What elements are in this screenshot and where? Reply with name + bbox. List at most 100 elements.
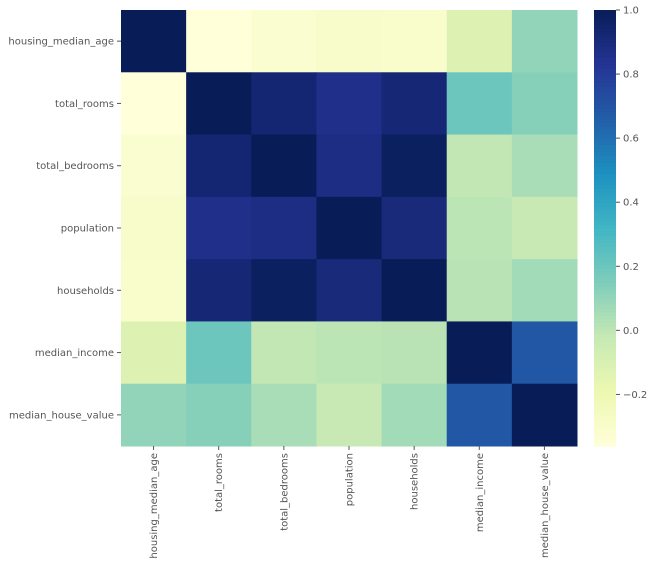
- colorbar-segment: [594, 13, 616, 18]
- colorbar-segment: [594, 46, 616, 51]
- heatmap-cell: [316, 321, 383, 385]
- colorbar-segment: [594, 304, 616, 309]
- colorbar-segment: [594, 235, 616, 240]
- colorbar-segment: [594, 148, 616, 153]
- colorbar-segment: [594, 409, 616, 414]
- heatmap-cell: [381, 383, 448, 447]
- colorbar-segment: [594, 413, 616, 418]
- colorbar-segment: [594, 293, 616, 298]
- heatmap-cell: [511, 72, 578, 136]
- colorbar-segment: [594, 307, 616, 313]
- colorbar-segment: [594, 275, 616, 280]
- colorbar-segment: [594, 442, 616, 447]
- colorbar-segment: [594, 177, 616, 182]
- colorbar-segment: [594, 166, 616, 171]
- colorbar-segment: [594, 129, 616, 135]
- heatmap-cell: [381, 196, 448, 260]
- colorbar-segment: [594, 24, 616, 29]
- x-tick-label: households: [410, 453, 421, 510]
- colorbar-segment: [594, 173, 616, 178]
- heatmap-cell: [186, 321, 252, 385]
- colorbar-segment: [594, 158, 616, 164]
- colorbar-segment: [594, 202, 616, 207]
- colorbar-segment: [594, 10, 616, 15]
- colorbar-segment: [594, 191, 616, 196]
- heatmap-cell: [251, 72, 317, 136]
- colorbar-segment: [594, 278, 616, 284]
- heatmap-cell: [121, 196, 187, 260]
- heatmap-cell: [316, 10, 383, 73]
- heatmap-cell: [446, 383, 513, 447]
- colorbar-segment: [594, 228, 616, 233]
- colorbar-segment: [594, 402, 616, 407]
- colorbar-segment: [594, 119, 616, 124]
- colorbar-segment: [594, 144, 616, 149]
- heatmap-cell: [511, 196, 578, 260]
- heatmap-cell: [186, 72, 252, 136]
- heatmap-cell: [121, 72, 187, 136]
- colorbar-segment: [594, 126, 616, 131]
- colorbar-segment: [594, 100, 616, 106]
- heatmap-cell: [511, 383, 578, 447]
- colorbar-segment: [594, 300, 616, 305]
- colorbar-segment: [594, 220, 616, 225]
- colorbar-segment: [594, 155, 616, 160]
- colorbar-segment: [594, 133, 616, 138]
- heatmap-cell: [121, 134, 187, 198]
- heatmap-cell: [316, 134, 383, 198]
- colorbar-segment: [594, 206, 616, 211]
- colorbar-segment: [594, 380, 616, 385]
- x-tick-label: total_bedrooms: [279, 453, 290, 531]
- colorbar-segment: [594, 184, 616, 189]
- colorbar-segment: [594, 249, 616, 255]
- colorbar-segment: [594, 358, 616, 364]
- colorbar-segment: [594, 315, 616, 320]
- colorbar-tick-label: −0.2: [623, 390, 647, 401]
- colorbar-segment: [594, 64, 616, 69]
- heatmap-cell: [446, 72, 513, 136]
- colorbar-segment: [594, 286, 616, 291]
- heatmap-cell: [186, 196, 252, 260]
- heatmap-cell: [446, 134, 513, 198]
- colorbar-segment: [594, 68, 616, 73]
- colorbar-tick-label: 0.2: [623, 262, 639, 273]
- heatmap-cell: [446, 321, 513, 385]
- colorbar-segment: [594, 162, 616, 167]
- colorbar-segment: [594, 246, 616, 251]
- colorbar-segment: [594, 39, 616, 44]
- x-tick-label: median_income: [475, 453, 486, 532]
- y-tick-label: housing_median_age: [8, 37, 114, 48]
- heatmap-cell: [186, 134, 252, 198]
- y-tick-label: total_bedrooms: [36, 161, 114, 172]
- colorbar-segment: [594, 104, 616, 109]
- colorbar-segment: [594, 35, 616, 40]
- colorbar-segment: [594, 344, 616, 349]
- colorbar-segment: [594, 242, 616, 247]
- colorbar-segment: [594, 362, 616, 367]
- colorbar-segment: [594, 384, 616, 389]
- colorbar-segment: [594, 17, 616, 22]
- colorbar-segment: [594, 282, 616, 287]
- heatmap-cell: [381, 10, 448, 73]
- colorbar-segment: [594, 20, 616, 26]
- colorbar-segment: [594, 53, 616, 58]
- heatmap-cell: [511, 10, 578, 73]
- colorbar-segment: [594, 188, 616, 193]
- heatmap-cell: [121, 10, 187, 73]
- colorbar-segment: [594, 329, 616, 334]
- colorbar-segment: [594, 355, 616, 360]
- colorbar-segment: [594, 369, 616, 374]
- colorbar-segment: [594, 311, 616, 316]
- colorbar-segment: [594, 351, 616, 356]
- heatmap-cell: [381, 134, 448, 198]
- colorbar-segment: [594, 86, 616, 91]
- heatmap-cell: [251, 196, 317, 260]
- heatmap-cell: [446, 259, 513, 322]
- colorbar-segment: [594, 93, 616, 98]
- colorbar-segment: [594, 416, 616, 422]
- colorbar-segment: [594, 224, 616, 229]
- colorbar-segment: [594, 435, 616, 440]
- colorbar-segment: [594, 198, 616, 204]
- colorbar-segment: [594, 97, 616, 102]
